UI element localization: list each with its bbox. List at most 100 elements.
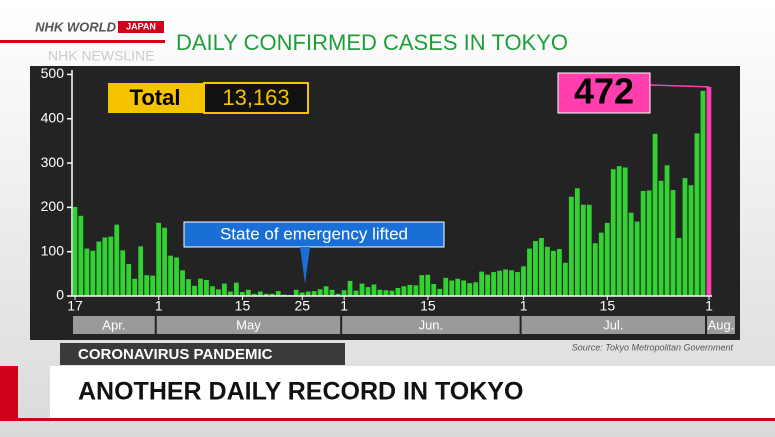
bar	[108, 236, 114, 296]
bar	[473, 282, 479, 296]
bar	[228, 291, 233, 296]
y-tick-label: 500	[41, 65, 65, 81]
total-value: 13,163	[222, 85, 289, 110]
banner-tag: CORONAVIRUS PANDEMIC	[78, 346, 273, 363]
total-label: Total	[130, 85, 181, 110]
bar	[706, 86, 712, 296]
bar	[413, 285, 419, 296]
bar	[431, 284, 437, 296]
bar	[198, 278, 203, 296]
bar	[180, 270, 185, 296]
bar	[628, 212, 634, 296]
bar	[491, 272, 496, 296]
bar	[162, 227, 168, 296]
bar	[622, 167, 628, 296]
bar	[515, 272, 520, 296]
program-name: NHK NEWSLINE	[48, 48, 155, 64]
annotation: State of emergency lifted	[220, 224, 408, 243]
bar	[72, 206, 78, 296]
bar	[551, 250, 556, 296]
bar	[84, 248, 90, 296]
y-tick-label: 100	[41, 242, 65, 258]
bar	[275, 291, 281, 296]
bar	[293, 289, 299, 296]
month-label: Aug.	[708, 317, 735, 332]
bar	[126, 264, 132, 296]
bar	[186, 279, 191, 296]
bar	[210, 286, 215, 296]
bar	[204, 280, 209, 296]
x-tick-label: 15	[420, 298, 436, 314]
bar	[640, 190, 646, 296]
bar	[251, 293, 257, 296]
bar	[132, 278, 138, 296]
bar	[688, 185, 694, 296]
bar	[580, 204, 586, 296]
bar	[443, 277, 449, 296]
bar	[150, 275, 156, 296]
bar	[383, 290, 389, 296]
bar	[96, 241, 102, 296]
bar	[574, 188, 580, 296]
bar	[329, 289, 335, 296]
bar	[168, 255, 173, 296]
bar	[694, 133, 700, 296]
chart-title: DAILY CONFIRMED CASES IN TOKYO	[176, 30, 568, 55]
bar	[323, 286, 329, 296]
bar	[311, 291, 317, 296]
bar	[407, 284, 413, 296]
value-label: 472	[574, 71, 634, 112]
bar	[604, 222, 610, 296]
x-tick-label: 1	[520, 298, 528, 314]
x-tick-label: 15	[235, 298, 251, 314]
logo-sub: JAPAN	[126, 21, 156, 31]
bar	[335, 293, 341, 296]
annotation-arrow	[300, 247, 310, 284]
bar	[216, 289, 221, 296]
month-box	[156, 316, 341, 334]
bar	[377, 289, 383, 296]
bar	[419, 275, 425, 296]
bar	[437, 288, 443, 296]
plot: 0 100 200 300 400 500 17 1 15 25 1 15 1 15 1 Apr. May Jun…	[41, 65, 735, 334]
bar	[586, 204, 592, 296]
bar	[305, 291, 311, 296]
bar	[485, 274, 490, 296]
total-label-box	[108, 83, 203, 113]
x-tick-label: 1	[155, 298, 163, 314]
bar	[533, 241, 538, 296]
bar	[610, 169, 616, 296]
bar	[467, 283, 473, 296]
bar	[78, 215, 84, 296]
logo: NHK WORLD	[35, 19, 116, 34]
bar	[263, 293, 269, 296]
x-tick-label: 1	[705, 298, 713, 314]
bar	[371, 284, 377, 296]
bar	[545, 246, 550, 296]
banner-rule	[0, 418, 775, 421]
y-tick-label: 0	[56, 287, 64, 303]
banner-box	[50, 366, 775, 418]
bar	[676, 237, 682, 296]
bar	[138, 246, 144, 296]
x-tick-label: 25	[294, 298, 310, 314]
y-tick-label: 300	[41, 154, 65, 170]
month-box	[707, 316, 735, 334]
bar	[269, 293, 275, 296]
bar	[592, 243, 598, 296]
bar	[449, 280, 455, 296]
annotation-box	[183, 221, 445, 248]
source: Source: Tokyo Metropolitan Government	[572, 342, 734, 352]
bar	[120, 250, 126, 296]
month-label: May	[236, 317, 261, 332]
bar	[389, 290, 395, 296]
banner-tag-box	[60, 343, 345, 365]
bar	[479, 271, 485, 296]
bar	[395, 288, 401, 296]
bar	[114, 224, 120, 296]
bar	[562, 262, 568, 296]
month-box	[342, 316, 520, 334]
bar	[634, 221, 640, 296]
y-tick-label: 400	[41, 109, 65, 125]
bar	[682, 178, 688, 296]
